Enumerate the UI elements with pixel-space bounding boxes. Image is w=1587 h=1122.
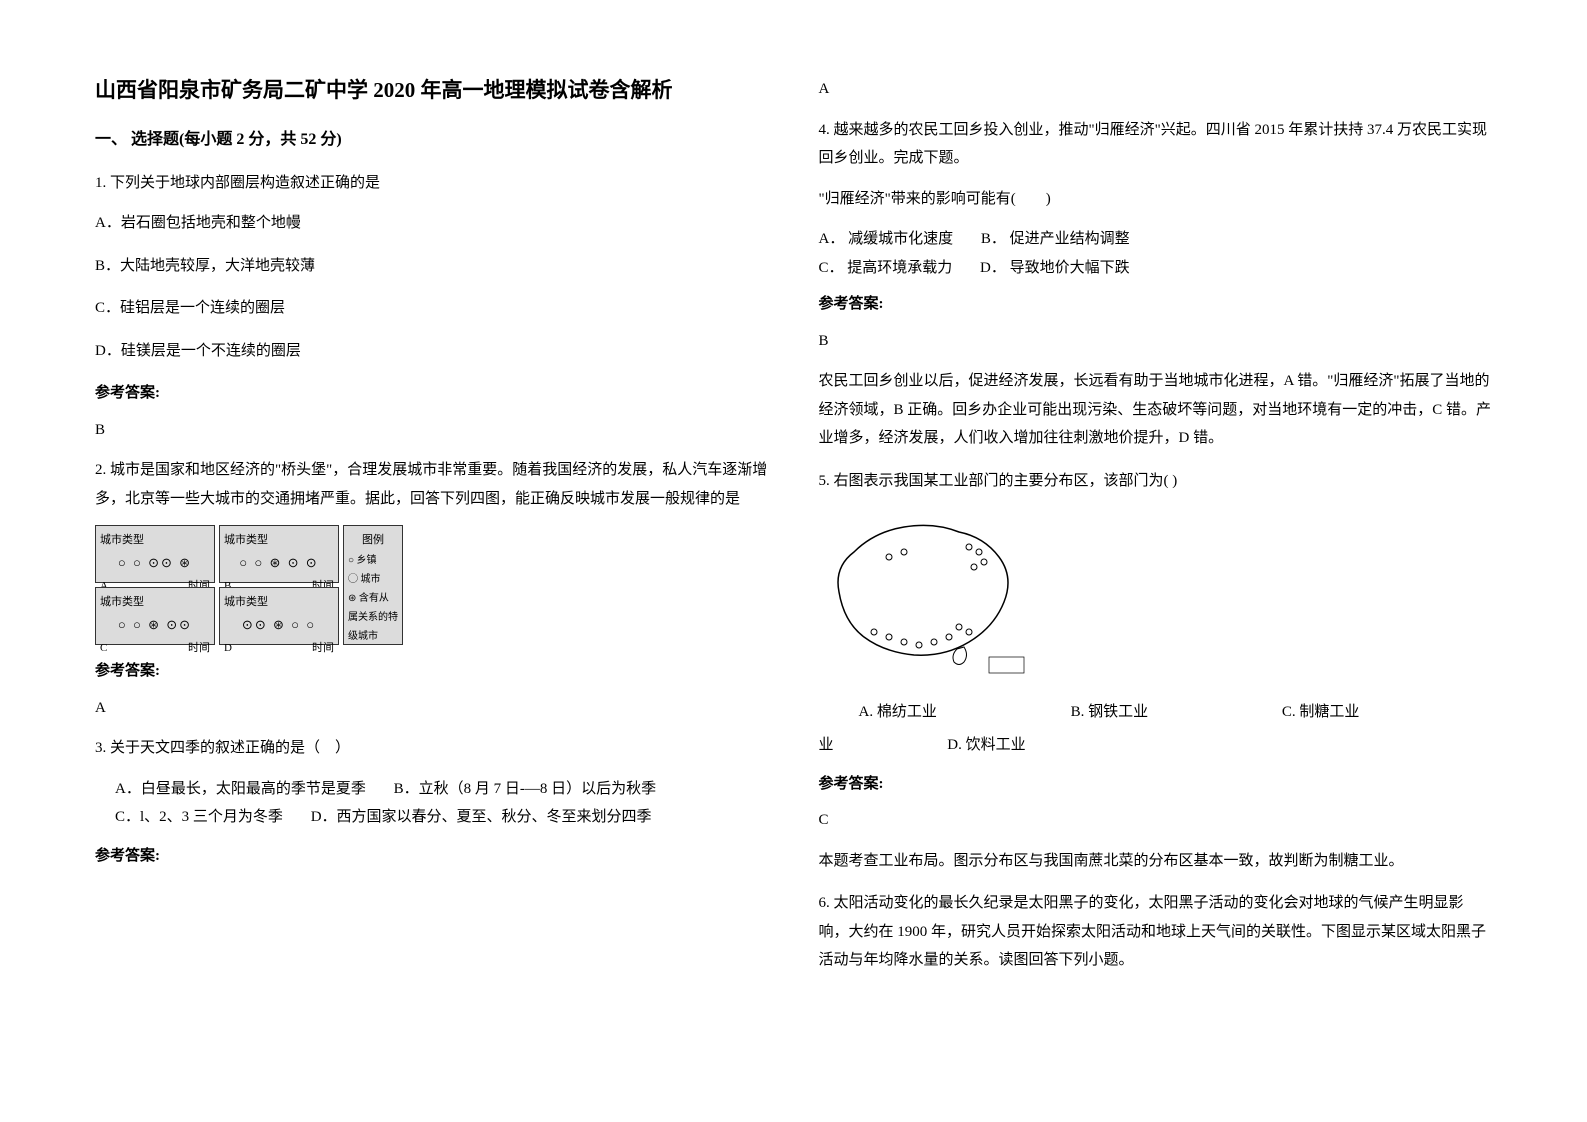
q1-stem: 1. 下列关于地球内部圈层构造叙述正确的是 (95, 169, 769, 198)
q4-option-c: C． 提高环境承载力 (819, 254, 953, 283)
q2-stem: 2. 城市是国家和地区经济的"桥头堡"，合理发展城市非常重要。随着我国经济的发展… (95, 456, 769, 513)
q1-option-b: B．大陆地壳较厚，大洋地壳较薄 (95, 252, 769, 281)
q4-explanation: 农民工回乡创业以后，促进经济发展，长远看有助于当地城市化进程，A 错。"归雁经济… (819, 367, 1493, 453)
q5-option-d: D. 饮料工业 (947, 737, 1025, 753)
q2-answer-label: 参考答案: (95, 657, 769, 686)
question-3: 3. 关于天文四季的叙述正确的是（ ） A．白昼最长，太阳最高的季节是夏季 B．… (95, 734, 769, 870)
question-1: 1. 下列关于地球内部圈层构造叙述正确的是 A．岩石圈包括地壳和整个地幔 B．大… (95, 169, 769, 445)
q4-answer: B (819, 327, 1493, 356)
q1-answer: B (95, 416, 769, 445)
chart-legend: 图例 ○ 乡镇 ◯ 城市 ⊛ 含有从属关系的特级城市 (343, 525, 403, 645)
q4-option-d: D． 导致地价大幅下跌 (980, 254, 1130, 283)
q3-option-a: A．白昼最长，太阳最高的季节是夏季 (115, 775, 366, 804)
q5-explanation: 本题考查工业布局。图示分布区与我国南蔗北菜的分布区基本一致，故判断为制糖工业。 (819, 847, 1493, 876)
document-title: 山西省阳泉市矿务局二矿中学 2020 年高一地理模拟试卷含解析 (95, 75, 769, 107)
q2-answer: A (95, 694, 769, 723)
question-2: 2. 城市是国家和地区经济的"桥头堡"，合理发展城市非常重要。随着我国经济的发展… (95, 456, 769, 722)
q1-option-a: A．岩石圈包括地壳和整个地幔 (95, 209, 769, 238)
q5-map-figure (819, 507, 1493, 688)
q5-answer: C (819, 806, 1493, 835)
q6-stem: 6. 太阳活动变化的最长久纪录是太阳黑子的变化，太阳黑子活动的变化会对地球的气候… (819, 889, 1493, 975)
chart-d: 城市类型 ⊙⊙ ⊛ ○ ○ D时间 (219, 587, 339, 645)
chart-c: 城市类型 ○ ○ ⊛ ⊙⊙ C时间 (95, 587, 215, 645)
q4-option-b: B． 促进产业结构调整 (981, 225, 1130, 254)
q5-option-a: A. 棉纺工业 (859, 704, 937, 720)
q1-answer-label: 参考答案: (95, 379, 769, 408)
q5-options: A. 棉纺工业 B. 钢铁工业 C. 制糖工业 业 D. 饮料工业 (819, 696, 1493, 762)
left-column: 山西省阳泉市矿务局二矿中学 2020 年高一地理模拟试卷含解析 一、 选择题(每… (95, 75, 769, 1047)
q1-option-d: D．硅镁层是一个不连续的圈层 (95, 337, 769, 366)
q3-option-d: D．西方国家以春分、夏至、秋分、冬至来划分四季 (311, 803, 652, 832)
q3-stem: 3. 关于天文四季的叙述正确的是（ ） (95, 734, 769, 763)
q5-option-b: B. 钢铁工业 (1071, 704, 1149, 720)
q4-stem1: 4. 越来越多的农民工回乡投入创业，推动"归雁经济"兴起。四川省 2015 年累… (819, 116, 1493, 173)
q5-answer-label: 参考答案: (819, 770, 1493, 799)
q3-option-b: B．立秋（8 月 7 日-—8 日）以后为秋季 (394, 775, 657, 804)
right-column: A 4. 越来越多的农民工回乡投入创业，推动"归雁经济"兴起。四川省 2015 … (819, 75, 1493, 1047)
q4-stem2: "归雁经济"带来的影响可能有( ) (819, 185, 1493, 214)
question-5: 5. 右图表示我国某工业部门的主要分布区，该部门为( ) (819, 467, 1493, 876)
chart-a: 城市类型 ○ ○ ⊙⊙ ⊛ A时间 (95, 525, 215, 583)
q3-option-c: C．l、2、3 三个月为冬季 (115, 803, 283, 832)
q2-charts: 城市类型 ○ ○ ⊙⊙ ⊛ A时间 城市类型 ○ ○ ⊛ ⊙ ⊙ B时间 (95, 525, 769, 645)
q1-option-c: C．硅铝层是一个连续的圈层 (95, 294, 769, 323)
q4-answer-label: 参考答案: (819, 290, 1493, 319)
q3-answer: A (819, 75, 1493, 104)
q5-stem: 5. 右图表示我国某工业部门的主要分布区，该部门为( ) (819, 467, 1493, 496)
section-1-header: 一、 选择题(每小题 2 分，共 52 分) (95, 125, 769, 155)
question-4: 4. 越来越多的农民工回乡投入创业，推动"归雁经济"兴起。四川省 2015 年累… (819, 116, 1493, 453)
chart-b: 城市类型 ○ ○ ⊛ ⊙ ⊙ B时间 (219, 525, 339, 583)
q4-option-a: A． 减缓城市化速度 (819, 225, 954, 254)
q5-option-c: C. 制糖工业 (1282, 704, 1360, 720)
q3-answer-label: 参考答案: (95, 842, 769, 871)
question-6: 6. 太阳活动变化的最长久纪录是太阳黑子的变化，太阳黑子活动的变化会对地球的气候… (819, 889, 1493, 975)
